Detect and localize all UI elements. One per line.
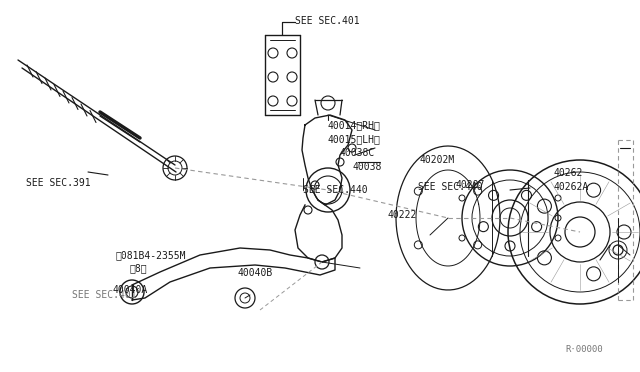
Text: 40262A: 40262A [554, 182, 589, 192]
Text: 40038: 40038 [353, 162, 382, 172]
Text: 40014〈RH〉: 40014〈RH〉 [328, 120, 381, 130]
Text: 40262: 40262 [554, 168, 584, 178]
Text: 40015〈LH〉: 40015〈LH〉 [328, 134, 381, 144]
Text: 40038C: 40038C [340, 148, 375, 158]
Text: SEE SEC.401: SEE SEC.401 [295, 16, 360, 26]
Text: R·00000: R·00000 [565, 345, 603, 354]
Text: 40040A: 40040A [112, 285, 147, 295]
Text: Ⓐ081B4-2355M: Ⓐ081B4-2355M [115, 250, 186, 260]
Text: 40207: 40207 [456, 180, 485, 190]
Text: 〈8〉: 〈8〉 [130, 263, 148, 273]
Text: 40202M: 40202M [420, 155, 455, 165]
Text: SEE SEC.391: SEE SEC.391 [26, 178, 91, 188]
Text: 40222: 40222 [388, 210, 417, 220]
Text: SEE SEC.440: SEE SEC.440 [418, 182, 483, 192]
Text: 40040B: 40040B [237, 268, 272, 278]
Text: SEE SEC.401: SEE SEC.401 [72, 290, 136, 300]
Text: SEE SEC.440: SEE SEC.440 [303, 185, 367, 195]
